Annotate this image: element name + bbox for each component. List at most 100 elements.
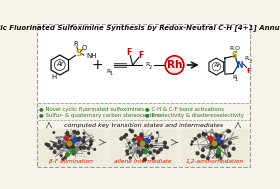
- Point: [193, 137, 197, 140]
- Point: [143, 149, 148, 152]
- Point: [68, 142, 73, 145]
- Point: [72, 152, 76, 155]
- Point: [65, 131, 70, 134]
- Point: [213, 146, 217, 149]
- Point: [218, 135, 223, 138]
- Point: [213, 144, 218, 147]
- Point: [52, 131, 56, 134]
- Point: [65, 134, 70, 137]
- Text: N: N: [236, 60, 243, 70]
- Point: [214, 139, 219, 142]
- Point: [214, 133, 218, 136]
- Point: [150, 145, 154, 148]
- FancyBboxPatch shape: [37, 24, 250, 103]
- Text: ● E-selectivity & diastereoselectivity: ● E-selectivity & diastereoselectivity: [145, 113, 244, 118]
- Point: [216, 139, 221, 142]
- Point: [139, 133, 144, 136]
- Text: S: S: [232, 50, 237, 60]
- Point: [75, 139, 80, 142]
- Point: [201, 149, 205, 152]
- Point: [124, 133, 129, 136]
- Point: [122, 135, 127, 138]
- Point: [66, 145, 71, 148]
- FancyBboxPatch shape: [182, 129, 248, 165]
- Point: [218, 141, 223, 144]
- Point: [88, 144, 92, 147]
- Point: [71, 153, 76, 156]
- Text: 1: 1: [109, 71, 113, 76]
- Point: [59, 145, 64, 148]
- Point: [77, 137, 81, 140]
- Point: [211, 145, 216, 148]
- Point: [143, 158, 147, 161]
- Point: [212, 142, 217, 145]
- Point: [136, 150, 141, 153]
- Point: [211, 143, 215, 146]
- Text: F: F: [126, 48, 131, 57]
- Point: [137, 143, 141, 146]
- Point: [155, 131, 160, 134]
- Point: [92, 148, 97, 151]
- Point: [45, 143, 49, 146]
- Point: [133, 134, 137, 137]
- Point: [137, 139, 141, 143]
- Point: [217, 154, 221, 157]
- Text: F: F: [246, 68, 251, 74]
- Text: β-F elimination: β-F elimination: [49, 159, 93, 164]
- Point: [81, 140, 86, 143]
- Point: [140, 151, 144, 154]
- Point: [219, 140, 224, 143]
- Point: [70, 142, 75, 145]
- Text: S: S: [75, 49, 82, 58]
- Text: O: O: [81, 45, 87, 51]
- Point: [207, 136, 212, 139]
- Point: [215, 155, 220, 158]
- Point: [82, 136, 87, 139]
- Point: [139, 135, 143, 138]
- Point: [61, 158, 65, 161]
- Point: [213, 139, 218, 143]
- Point: [125, 150, 129, 153]
- Point: [136, 136, 140, 139]
- Point: [76, 132, 80, 135]
- Point: [66, 146, 71, 149]
- Point: [144, 143, 148, 146]
- Point: [76, 138, 81, 141]
- Point: [159, 148, 163, 151]
- Text: 1,2-aminorhodation: 1,2-aminorhodation: [186, 159, 244, 164]
- Text: R: R: [106, 69, 111, 74]
- Text: ● C-H & C-F bond activations: ● C-H & C-F bond activations: [145, 107, 224, 112]
- Point: [145, 145, 149, 148]
- Point: [221, 145, 225, 148]
- Point: [213, 143, 218, 146]
- Point: [146, 140, 150, 143]
- Point: [197, 134, 201, 137]
- Point: [213, 144, 218, 147]
- Point: [215, 135, 220, 138]
- Point: [200, 155, 205, 158]
- Point: [149, 144, 154, 147]
- Point: [68, 143, 73, 146]
- Point: [144, 145, 148, 148]
- Point: [132, 138, 136, 141]
- Point: [148, 151, 152, 154]
- Point: [68, 135, 72, 138]
- Text: ● Novel cyclic fluorinated sulfoximines: ● Novel cyclic fluorinated sulfoximines: [39, 107, 144, 112]
- Point: [59, 154, 63, 157]
- Point: [57, 140, 62, 143]
- Point: [72, 130, 76, 133]
- Point: [44, 143, 48, 146]
- Point: [141, 159, 146, 162]
- Point: [217, 142, 221, 145]
- Point: [87, 152, 91, 155]
- Point: [67, 140, 71, 143]
- Point: [74, 137, 79, 140]
- Point: [130, 130, 134, 133]
- Point: [139, 142, 144, 145]
- Point: [201, 155, 206, 158]
- Point: [57, 147, 61, 150]
- Text: R: R: [232, 75, 236, 80]
- Point: [49, 147, 53, 150]
- Point: [145, 145, 150, 148]
- Point: [65, 153, 69, 156]
